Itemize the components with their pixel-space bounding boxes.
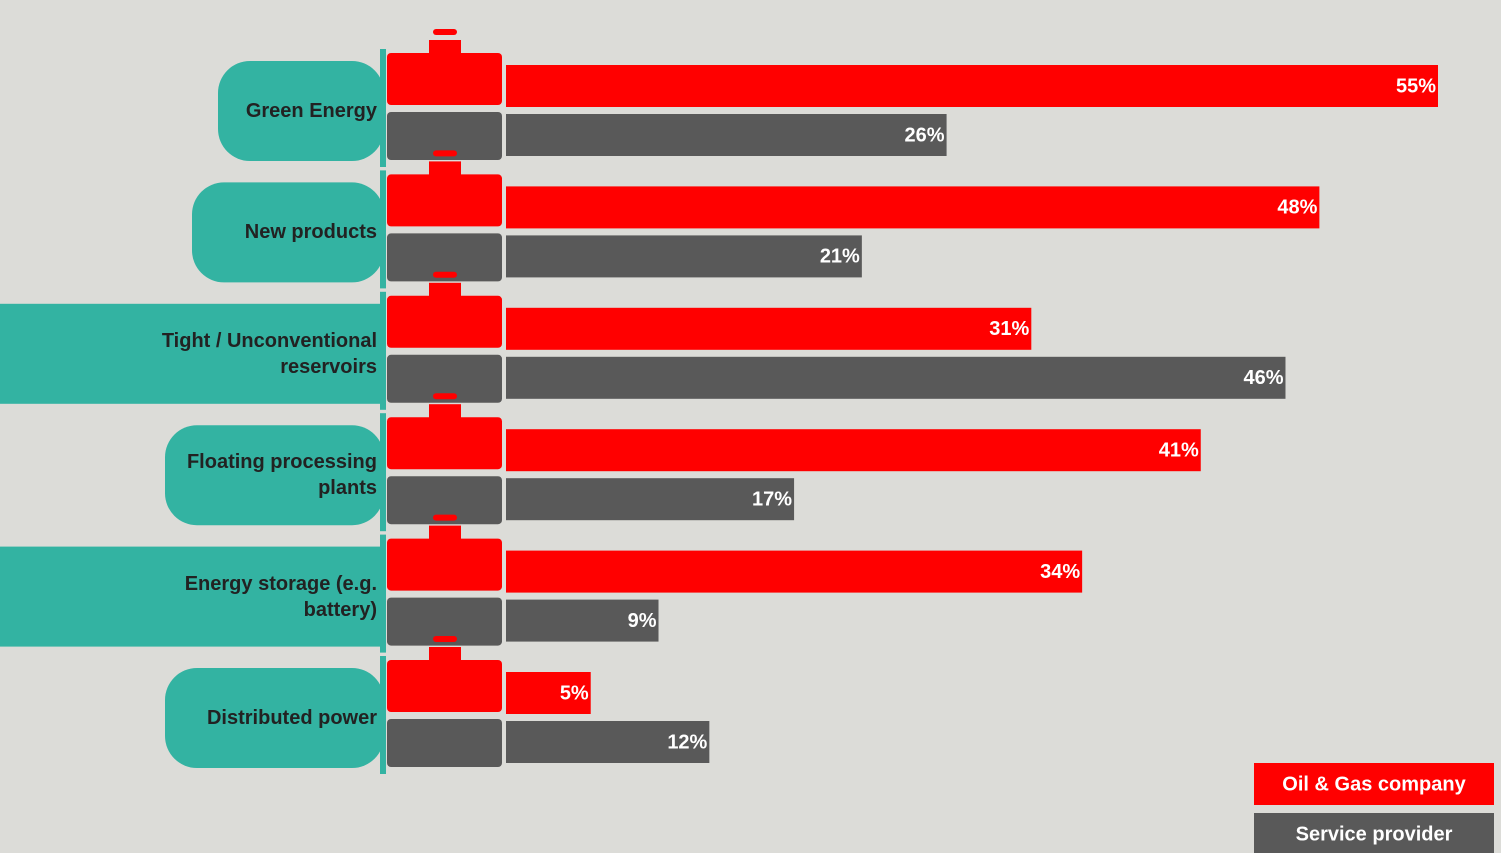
category-label: Floating processing plants bbox=[186, 451, 377, 500]
legend-swatch bbox=[1254, 813, 1494, 853]
value-label: 41% bbox=[1159, 439, 1199, 461]
valve bbox=[387, 719, 502, 767]
value-label: 21% bbox=[820, 246, 860, 268]
bar bbox=[506, 599, 659, 642]
valve bbox=[387, 295, 502, 348]
pipe bbox=[218, 61, 384, 161]
valve-wheel bbox=[433, 636, 457, 642]
bar bbox=[506, 429, 1201, 472]
valve-stem bbox=[429, 40, 461, 55]
valve-wheel bbox=[433, 150, 457, 157]
valve-wheel bbox=[433, 271, 457, 278]
bar bbox=[506, 307, 1032, 350]
category-label: Energy storage (e.g. battery) bbox=[184, 572, 377, 621]
pipe bbox=[165, 668, 384, 768]
pipe-flange bbox=[380, 534, 386, 653]
category-label: Distributed power bbox=[206, 707, 377, 729]
pipe bbox=[0, 546, 384, 647]
valve-stem bbox=[429, 282, 461, 298]
valve bbox=[387, 112, 502, 160]
category-label: Green Energy bbox=[245, 100, 377, 122]
valve-stem bbox=[429, 647, 461, 662]
value-label: 34% bbox=[1040, 561, 1080, 583]
pipe-flange bbox=[380, 49, 386, 167]
pipe-flange bbox=[380, 413, 386, 532]
bar bbox=[506, 235, 862, 278]
value-label: 9% bbox=[628, 610, 657, 632]
value-label: 17% bbox=[752, 488, 792, 510]
valve bbox=[387, 660, 502, 712]
valve bbox=[387, 538, 502, 591]
valve bbox=[387, 597, 502, 646]
pipe bbox=[0, 303, 384, 404]
bar bbox=[506, 721, 710, 763]
bar bbox=[506, 114, 947, 156]
pipe bbox=[165, 425, 384, 526]
value-label: 12% bbox=[667, 731, 707, 753]
bar bbox=[506, 550, 1083, 593]
value-label: 48% bbox=[1277, 197, 1317, 219]
category-label: Tight / Unconventional reservoirs bbox=[161, 329, 377, 378]
valve bbox=[387, 233, 502, 282]
valve bbox=[387, 53, 502, 105]
category-label: New products bbox=[244, 221, 377, 244]
valve-wheel bbox=[433, 29, 457, 35]
pipe-flange bbox=[380, 291, 386, 410]
valve-wheel bbox=[433, 393, 457, 400]
valve-stem bbox=[429, 161, 461, 177]
legend-swatch bbox=[1254, 763, 1494, 805]
legend-label: Service provider bbox=[1296, 823, 1453, 845]
valve-stem bbox=[429, 525, 461, 541]
legend-label: Oil & Gas company bbox=[1282, 773, 1466, 795]
bar bbox=[506, 186, 1320, 229]
bar bbox=[506, 356, 1286, 399]
value-label: 55% bbox=[1396, 75, 1436, 97]
bar bbox=[506, 672, 591, 714]
valve bbox=[387, 354, 502, 403]
valve-wheel bbox=[433, 514, 457, 521]
pipe-flange bbox=[380, 656, 386, 774]
valve bbox=[387, 476, 502, 525]
value-label: 31% bbox=[989, 318, 1029, 340]
pipe-flange bbox=[380, 170, 386, 289]
valve bbox=[387, 174, 502, 227]
value-label: 46% bbox=[1243, 367, 1283, 389]
valve bbox=[387, 417, 502, 470]
pipe bbox=[192, 182, 384, 283]
valve-stem bbox=[429, 404, 461, 420]
bar bbox=[506, 478, 795, 521]
value-label: 5% bbox=[560, 682, 589, 704]
value-label: 26% bbox=[905, 124, 945, 146]
bar bbox=[506, 65, 1438, 107]
